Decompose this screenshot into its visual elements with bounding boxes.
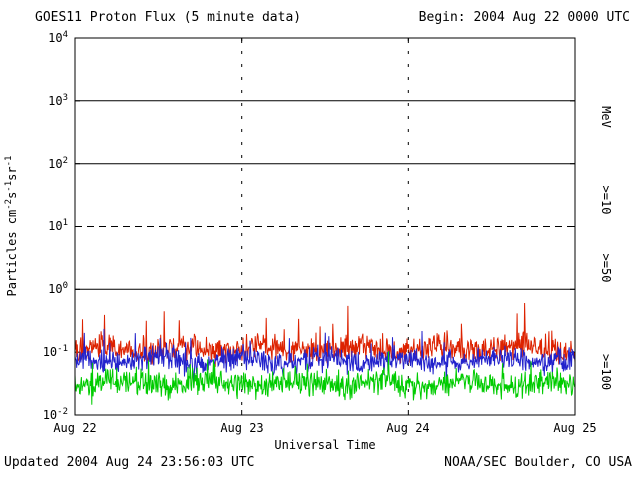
x-axis-title: Universal Time [274,438,375,452]
series-label-ge10: >=10 [599,186,613,215]
updated-timestamp: Updated 2004 Aug 24 23:56:03 UTC [4,455,254,470]
chart-title: GOES11 Proton Flux (5 minute data) [35,10,301,25]
y-axis-title: Particles cm-2s-1sr-1 [4,156,19,297]
y-tick-label: 101 [48,218,68,233]
x-tick-label: Aug 22 [53,421,96,435]
series-label-ge50: >=50 [599,254,613,283]
right-axis-labels: MeV >=10 >=50 >=100 [599,106,613,390]
series-label-ge100: >=100 [599,354,613,390]
x-tick-label: Aug 25 [553,421,596,435]
source-credit: NOAA/SEC Boulder, CO USA [444,455,632,470]
x-tick-label: Aug 23 [220,421,263,435]
y-tick-label: 104 [48,30,68,45]
x-axis-tick-labels: Aug 22 Aug 23 Aug 24 Aug 25 [53,421,596,435]
series-line->=100 [74,351,576,405]
y-tick-label: 10-2 [43,407,68,422]
plot-border [74,37,576,416]
y-axis-tick-labels: 104 103 102 101 100 10-1 10-2 [43,30,68,422]
unit-label-mev: MeV [599,106,613,128]
series-line->=50 [74,328,576,387]
y-tick-label: 10-1 [43,344,68,359]
series-group [74,302,576,405]
x-tick-label: Aug 24 [386,421,429,435]
y-tick-label: 100 [48,281,68,296]
begin-time-label: Begin: 2004 Aug 22 0000 UTC [419,10,630,25]
y-tick-label: 102 [48,156,68,171]
y-tick-label: 103 [48,93,68,108]
